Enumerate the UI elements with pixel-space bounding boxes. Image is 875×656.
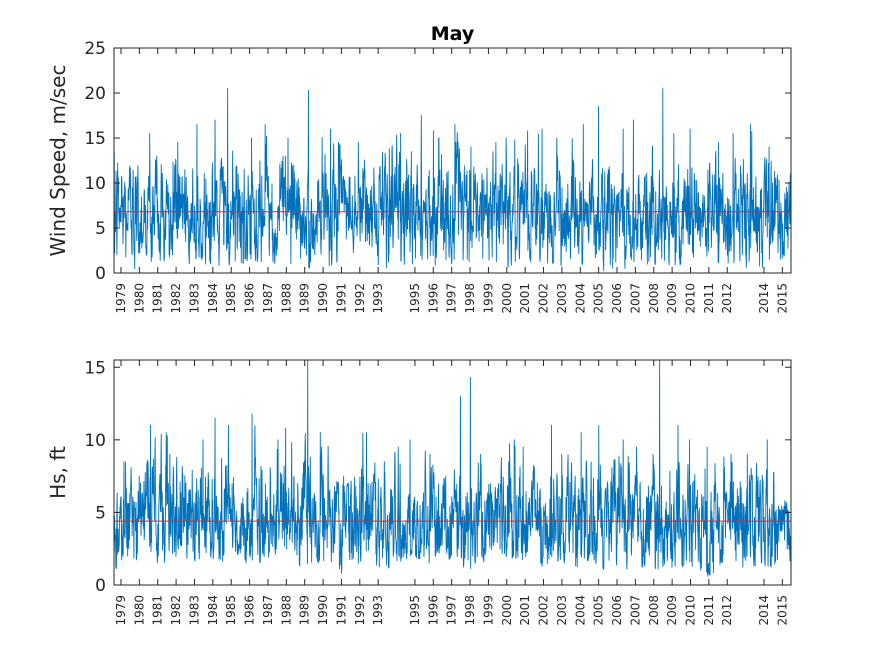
x-tick-label: 2008 [647,283,661,314]
x-tick-label: 1997 [445,283,459,314]
x-tick-label: 1999 [481,283,495,314]
x-tick-label: 1988 [279,283,293,314]
x-tick-label: 2011 [702,283,716,314]
y-tick-label: 20 [84,84,106,104]
x-tick-label: 2000 [500,283,514,314]
x-tick-label: 1981 [151,595,165,626]
y-tick-label: 10 [84,174,106,194]
y-tick-label: 0 [95,264,106,284]
y-tick-label: 10 [84,431,106,451]
x-tick-label: 1996 [426,283,440,314]
x-tick-label: 2012 [720,283,734,314]
x-tick-label: 2009 [665,283,679,314]
y-tick-label: 5 [95,503,106,523]
x-tick-label: 1989 [298,595,312,626]
x-tick-label: 1985 [224,595,238,626]
y-tick-label: 5 [95,219,106,239]
x-tick-label: 1980 [132,283,146,314]
x-tick-label: 2015 [775,283,789,314]
x-tick-label: 2002 [537,595,551,626]
x-tick-label: 1984 [206,595,220,626]
x-tick-label: 1993 [371,595,385,626]
x-tick-label: 1998 [463,595,477,626]
x-tick-label: 2007 [628,283,642,314]
x-tick-label: 2006 [610,283,624,314]
y-tick-label: 15 [84,129,106,149]
axes-box [113,359,792,586]
x-tick-label: 1990 [316,595,330,626]
x-tick-label: 2001 [518,595,532,626]
x-tick-label: 2003 [555,283,569,314]
x-tick-label: 1997 [445,595,459,626]
chart-title: May [431,23,475,45]
x-tick-label: 1998 [463,283,477,314]
x-tick-label: 1981 [151,283,165,314]
x-tick-label: 1990 [316,283,330,314]
x-tick-label: 1985 [224,283,238,314]
x-tick-label: 1995 [408,283,422,314]
y-axis-label: Hs, ft [46,446,70,499]
x-tick-label: 1991 [334,595,348,626]
x-tick-label: 2010 [684,595,698,626]
x-tick-label: 1979 [114,595,128,626]
y-tick-label: 15 [84,358,106,378]
wind-speed-panel: 0 5 10 15 20 25 1979 1980 1981 1982 1983 1984 1985 19… [46,23,792,314]
x-tick-label: 1987 [261,283,275,314]
wave-height-panel: 0 5 10 15 1979 1980 1981 1982 1983 1984 1985 1986 19… [46,358,792,626]
x-tick-label: 2011 [702,595,716,626]
y-tick-label: 25 [84,39,106,59]
series-line [113,88,792,272]
x-tick-label: 2002 [537,283,551,314]
x-tick-label: 1982 [169,283,183,314]
x-tick-label: 2015 [775,595,789,626]
x-tick-label: 2005 [592,595,606,626]
x-tick-label: 2004 [573,283,587,314]
x-tick-label: 2008 [647,595,661,626]
x-tick-label: 2005 [592,283,606,314]
x-tick-label: 2000 [500,595,514,626]
series-line [113,359,792,577]
x-tick-label: 2003 [555,595,569,626]
x-tick-label: 1992 [353,283,367,314]
x-tick-label: 2007 [628,595,642,626]
x-tick-label: 2014 [757,283,771,314]
x-tick-label: 2004 [573,595,587,626]
x-tick-label: 2010 [684,283,698,314]
x-tick-label: 2014 [757,595,771,626]
x-tick-label: 1986 [243,283,257,314]
x-tick-label: 2001 [518,283,532,314]
x-tick-label: 1992 [353,595,367,626]
x-tick-label: 1982 [169,595,183,626]
x-tick-label: 1983 [187,283,201,314]
x-tick-label: 1996 [426,595,440,626]
x-tick-label: 2006 [610,595,624,626]
x-tick-label: 2012 [720,595,734,626]
axes-box [113,47,792,274]
x-tick-label: 1988 [279,595,293,626]
x-tick-label: 1989 [298,283,312,314]
x-tick-label: 1986 [243,595,257,626]
x-tick-label: 1999 [481,595,495,626]
x-tick-label: 1984 [206,283,220,314]
y-tick-label: 0 [95,576,106,596]
x-tick-label: 1987 [261,595,275,626]
x-tick-label: 1980 [132,595,146,626]
x-tick-label: 1993 [371,283,385,314]
x-tick-label: 1991 [334,283,348,314]
x-tick-label: 2009 [665,595,679,626]
x-tick-label: 1983 [187,595,201,626]
y-axis-label: Wind Speed, m/sec [46,65,70,257]
x-tick-label: 1995 [408,595,422,626]
x-tick-label: 1979 [114,283,128,314]
